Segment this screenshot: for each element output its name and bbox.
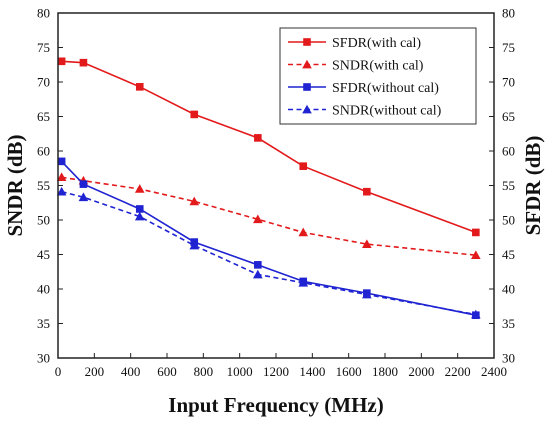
legend-label: SNDR(with cal) bbox=[332, 59, 424, 74]
y-left-tick-label: 75 bbox=[37, 40, 50, 55]
legend-label: SFDR(without cal) bbox=[332, 81, 439, 96]
y-left-tick-label: 35 bbox=[37, 316, 50, 331]
y-right-tick-label: 60 bbox=[502, 144, 515, 159]
x-tick-label: 2200 bbox=[445, 364, 471, 379]
data-point bbox=[298, 227, 309, 237]
data-point bbox=[254, 261, 262, 269]
y-left-tick-label: 70 bbox=[37, 75, 50, 90]
y-left-tick-label: 65 bbox=[37, 109, 50, 124]
data-point bbox=[78, 192, 89, 202]
data-point bbox=[471, 309, 481, 319]
y-right-tick-label: 35 bbox=[502, 316, 515, 331]
data-point bbox=[254, 134, 262, 142]
x-tick-label: 2000 bbox=[408, 364, 434, 379]
x-tick-label: 1000 bbox=[227, 364, 253, 379]
data-point bbox=[253, 269, 263, 279]
x-tick-label: 200 bbox=[85, 364, 105, 379]
x-axis-title: Input Frequency (MHz) bbox=[168, 393, 383, 417]
tick-layer: 0 200 400 600 800 1000 1200 1400 1600 1800 2000 220… bbox=[37, 6, 515, 380]
data-point bbox=[362, 289, 372, 299]
x-tick-label: 1400 bbox=[299, 364, 325, 379]
data-point bbox=[189, 196, 200, 206]
legend-marker bbox=[303, 83, 311, 91]
series-line bbox=[61, 190, 476, 316]
y-right-tick-label: 70 bbox=[502, 75, 515, 90]
data-point bbox=[79, 180, 88, 188]
series-3 bbox=[56, 186, 481, 319]
data-point bbox=[79, 58, 88, 67]
y-left-tick-label: 55 bbox=[37, 178, 50, 193]
data-point bbox=[57, 157, 66, 166]
legend: SFDR(with cal) SNDR(with cal) SFDR(without… bbox=[279, 27, 477, 125]
data-point bbox=[253, 214, 263, 224]
y-right-tick-label: 50 bbox=[502, 213, 515, 228]
y-right-tick-label: 75 bbox=[502, 40, 515, 55]
y-axis-right-title: SFDR (dB) bbox=[521, 136, 545, 236]
series-line bbox=[61, 176, 476, 256]
data-point bbox=[56, 186, 67, 196]
y-left-tick-label: 45 bbox=[37, 247, 50, 262]
x-tick-label: 1800 bbox=[372, 364, 398, 379]
legend-marker bbox=[302, 59, 312, 69]
y-left-tick-label: 60 bbox=[37, 144, 50, 159]
legend-marker bbox=[302, 104, 312, 114]
y-left-tick-label: 50 bbox=[37, 213, 50, 228]
data-point bbox=[135, 205, 144, 213]
y-right-tick-label: 65 bbox=[502, 109, 515, 124]
data-point bbox=[134, 211, 145, 221]
data-point bbox=[56, 172, 67, 182]
data-point bbox=[362, 239, 372, 248]
x-tick-label: 600 bbox=[157, 364, 177, 379]
y-right-tick-label: 40 bbox=[502, 282, 515, 297]
data-point bbox=[471, 250, 481, 260]
data-point bbox=[135, 83, 144, 91]
series-1 bbox=[56, 172, 481, 260]
y-right-tick-label: 80 bbox=[502, 6, 515, 21]
x-tick-label: 0 bbox=[55, 364, 62, 379]
legend-box bbox=[279, 27, 477, 125]
series-layer bbox=[56, 57, 481, 320]
data-point bbox=[134, 184, 145, 193]
data-point bbox=[299, 162, 308, 170]
series-line bbox=[61, 60, 477, 234]
x-tick-label: 2400 bbox=[481, 364, 507, 379]
y-right-tick-label: 30 bbox=[502, 351, 515, 366]
y-left-tick-label: 80 bbox=[37, 6, 50, 21]
y-right-tick-label: 45 bbox=[502, 247, 515, 262]
data-point bbox=[472, 228, 480, 237]
data-point bbox=[298, 277, 309, 287]
x-tick-label: 1600 bbox=[336, 364, 362, 379]
series-0 bbox=[57, 57, 480, 237]
data-point bbox=[363, 187, 371, 196]
data-point bbox=[189, 240, 200, 250]
series-line bbox=[61, 160, 476, 316]
plot-frame bbox=[57, 12, 495, 359]
x-tick-label: 800 bbox=[194, 364, 214, 379]
legend-label: SNDR(without cal) bbox=[332, 104, 442, 119]
data-point bbox=[57, 57, 66, 66]
y-right-tick-label: 55 bbox=[502, 178, 515, 193]
data-point bbox=[190, 110, 199, 119]
y-axis-left-title: SNDR (dB) bbox=[3, 134, 27, 236]
series-2 bbox=[57, 157, 480, 320]
x-tick-label: 400 bbox=[121, 364, 141, 379]
legend-label: SFDR(with cal) bbox=[332, 36, 421, 51]
y-left-tick-label: 40 bbox=[37, 282, 50, 297]
y-left-tick-label: 30 bbox=[37, 351, 50, 366]
legend-marker bbox=[303, 38, 311, 46]
x-tick-label: 1200 bbox=[263, 364, 289, 379]
